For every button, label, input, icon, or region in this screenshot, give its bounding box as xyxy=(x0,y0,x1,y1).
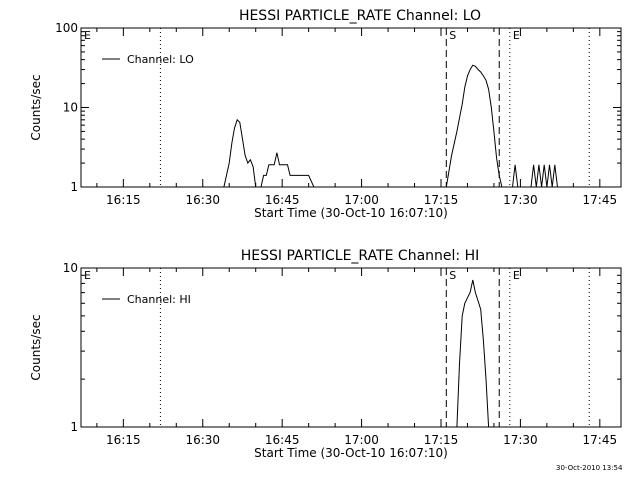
chart2-x-tick-label: 17:00 xyxy=(344,433,379,447)
chart2-x-tick-label: 17:30 xyxy=(503,433,538,447)
chart2-marker-label: E xyxy=(513,269,520,282)
chart1-y-tick-label: 10 xyxy=(63,101,78,115)
chart2-x-tick-label: 17:45 xyxy=(583,433,618,447)
chart2-y-axis-label: Counts/sec xyxy=(29,314,43,380)
chart1-title: HESSI PARTICLE_RATE Channel: LO xyxy=(239,8,481,24)
chart1-x-tick-label: 17:15 xyxy=(424,193,459,207)
chart2-marker-label: E xyxy=(84,269,91,282)
chart1-series-line xyxy=(223,64,558,188)
chart1-y-tick-label: 100 xyxy=(55,21,78,35)
chart2-x-axis-label: Start Time (30-Oct-10 16:07:10) xyxy=(254,446,448,460)
chart2-series-line xyxy=(456,279,490,428)
chart1-x-tick-label: 17:45 xyxy=(583,193,618,207)
chart1-legend-label: Channel: LO xyxy=(127,53,194,66)
plot-timestamp: 30-Oct-2010 13:54 xyxy=(556,464,623,472)
chart2-title: HESSI PARTICLE_RATE Channel: HI xyxy=(241,248,479,264)
chart2-x-tick-label: 17:15 xyxy=(424,433,459,447)
chart2-y-tick-label: 1 xyxy=(70,420,78,434)
chart1-y-tick-label: 1 xyxy=(70,180,78,194)
chart2-legend-label: Channel: HI xyxy=(127,293,191,306)
chart2-x-tick-label: 16:30 xyxy=(185,433,220,447)
chart2-plot-frame xyxy=(80,267,622,428)
chart2-x-tick-label: 16:45 xyxy=(265,433,300,447)
chart1-marker-label: E xyxy=(513,29,520,42)
chart1-x-tick-label: 17:30 xyxy=(503,193,538,207)
chart1-x-tick-label: 16:30 xyxy=(185,193,220,207)
chart1-y-axis-label: Counts/sec xyxy=(29,74,43,140)
chart1-x-tick-label: 16:45 xyxy=(265,193,300,207)
chart2-marker-label: S xyxy=(449,269,456,282)
chart1-plot-frame xyxy=(80,27,622,188)
chart1-marker-label: E xyxy=(84,29,91,42)
chart2-x-tick-label: 16:15 xyxy=(106,433,141,447)
chart2-y-tick-label: 10 xyxy=(63,261,78,275)
chart1-marker-label: S xyxy=(449,29,456,42)
chart1-x-axis-label: Start Time (30-Oct-10 16:07:10) xyxy=(254,206,448,220)
chart1-x-tick-label: 16:15 xyxy=(106,193,141,207)
chart1-x-tick-label: 17:00 xyxy=(344,193,379,207)
